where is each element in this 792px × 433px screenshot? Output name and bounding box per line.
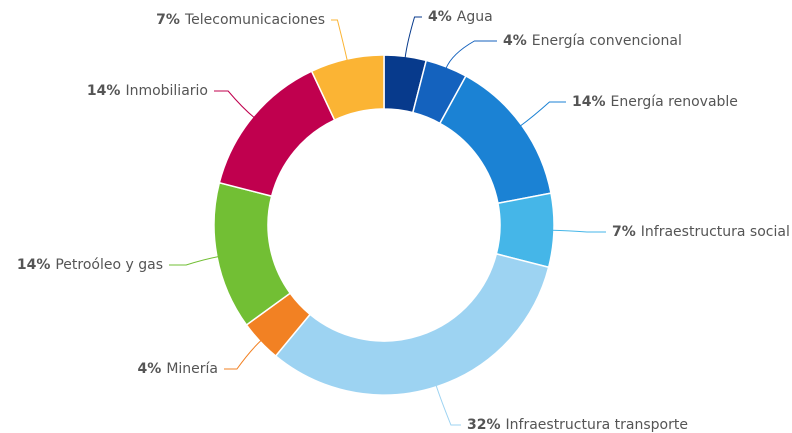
category-label: Energía convencional [532, 33, 682, 49]
data-label: 4% Energía convencional [503, 33, 682, 49]
leader-line [169, 255, 220, 266]
category-label: Minería [166, 361, 218, 377]
value-label: 4% [503, 33, 527, 49]
data-label: 7% Telecomunicaciones [156, 12, 325, 28]
category-label: Telecomunicaciones [184, 12, 325, 28]
data-label: 14% Inmobiliario [87, 83, 208, 99]
data-label: 4% Minería [138, 361, 218, 377]
data-label: 14% Energía renovable [572, 94, 738, 110]
category-label: Infraestructura social [641, 224, 790, 240]
data-label: 7% Infraestructura social [612, 224, 790, 240]
leader-line [519, 101, 566, 127]
value-label: 32% [467, 417, 501, 433]
leader-line [224, 339, 262, 370]
value-label: 14% [87, 83, 121, 99]
category-label: Agua [457, 9, 493, 25]
data-label: 32% Infraestructura transporte [467, 417, 688, 433]
value-label: 7% [156, 12, 180, 28]
donut-segment [218, 70, 336, 198]
value-label: 4% [138, 361, 162, 377]
leader-line [214, 90, 255, 119]
leader-line [435, 384, 461, 426]
category-label: Infraestructura transporte [506, 417, 688, 433]
value-label: 7% [612, 224, 636, 240]
data-label: 4% Agua [428, 9, 493, 25]
category-label: Petroóleo y gas [55, 257, 163, 273]
value-label: 4% [428, 9, 452, 25]
leader-line [331, 19, 348, 62]
donut-segment [310, 54, 385, 122]
data-label: 14% Petroóleo y gas [17, 257, 163, 273]
leader-line [404, 16, 422, 59]
donut-segment [274, 252, 550, 396]
category-label: Inmobiliario [125, 83, 208, 99]
donut-segment [438, 75, 552, 205]
value-label: 14% [572, 94, 606, 110]
category-label: Energía renovable [611, 94, 738, 110]
leader-line [445, 40, 497, 69]
leader-line [551, 229, 606, 233]
value-label: 14% [17, 257, 51, 273]
